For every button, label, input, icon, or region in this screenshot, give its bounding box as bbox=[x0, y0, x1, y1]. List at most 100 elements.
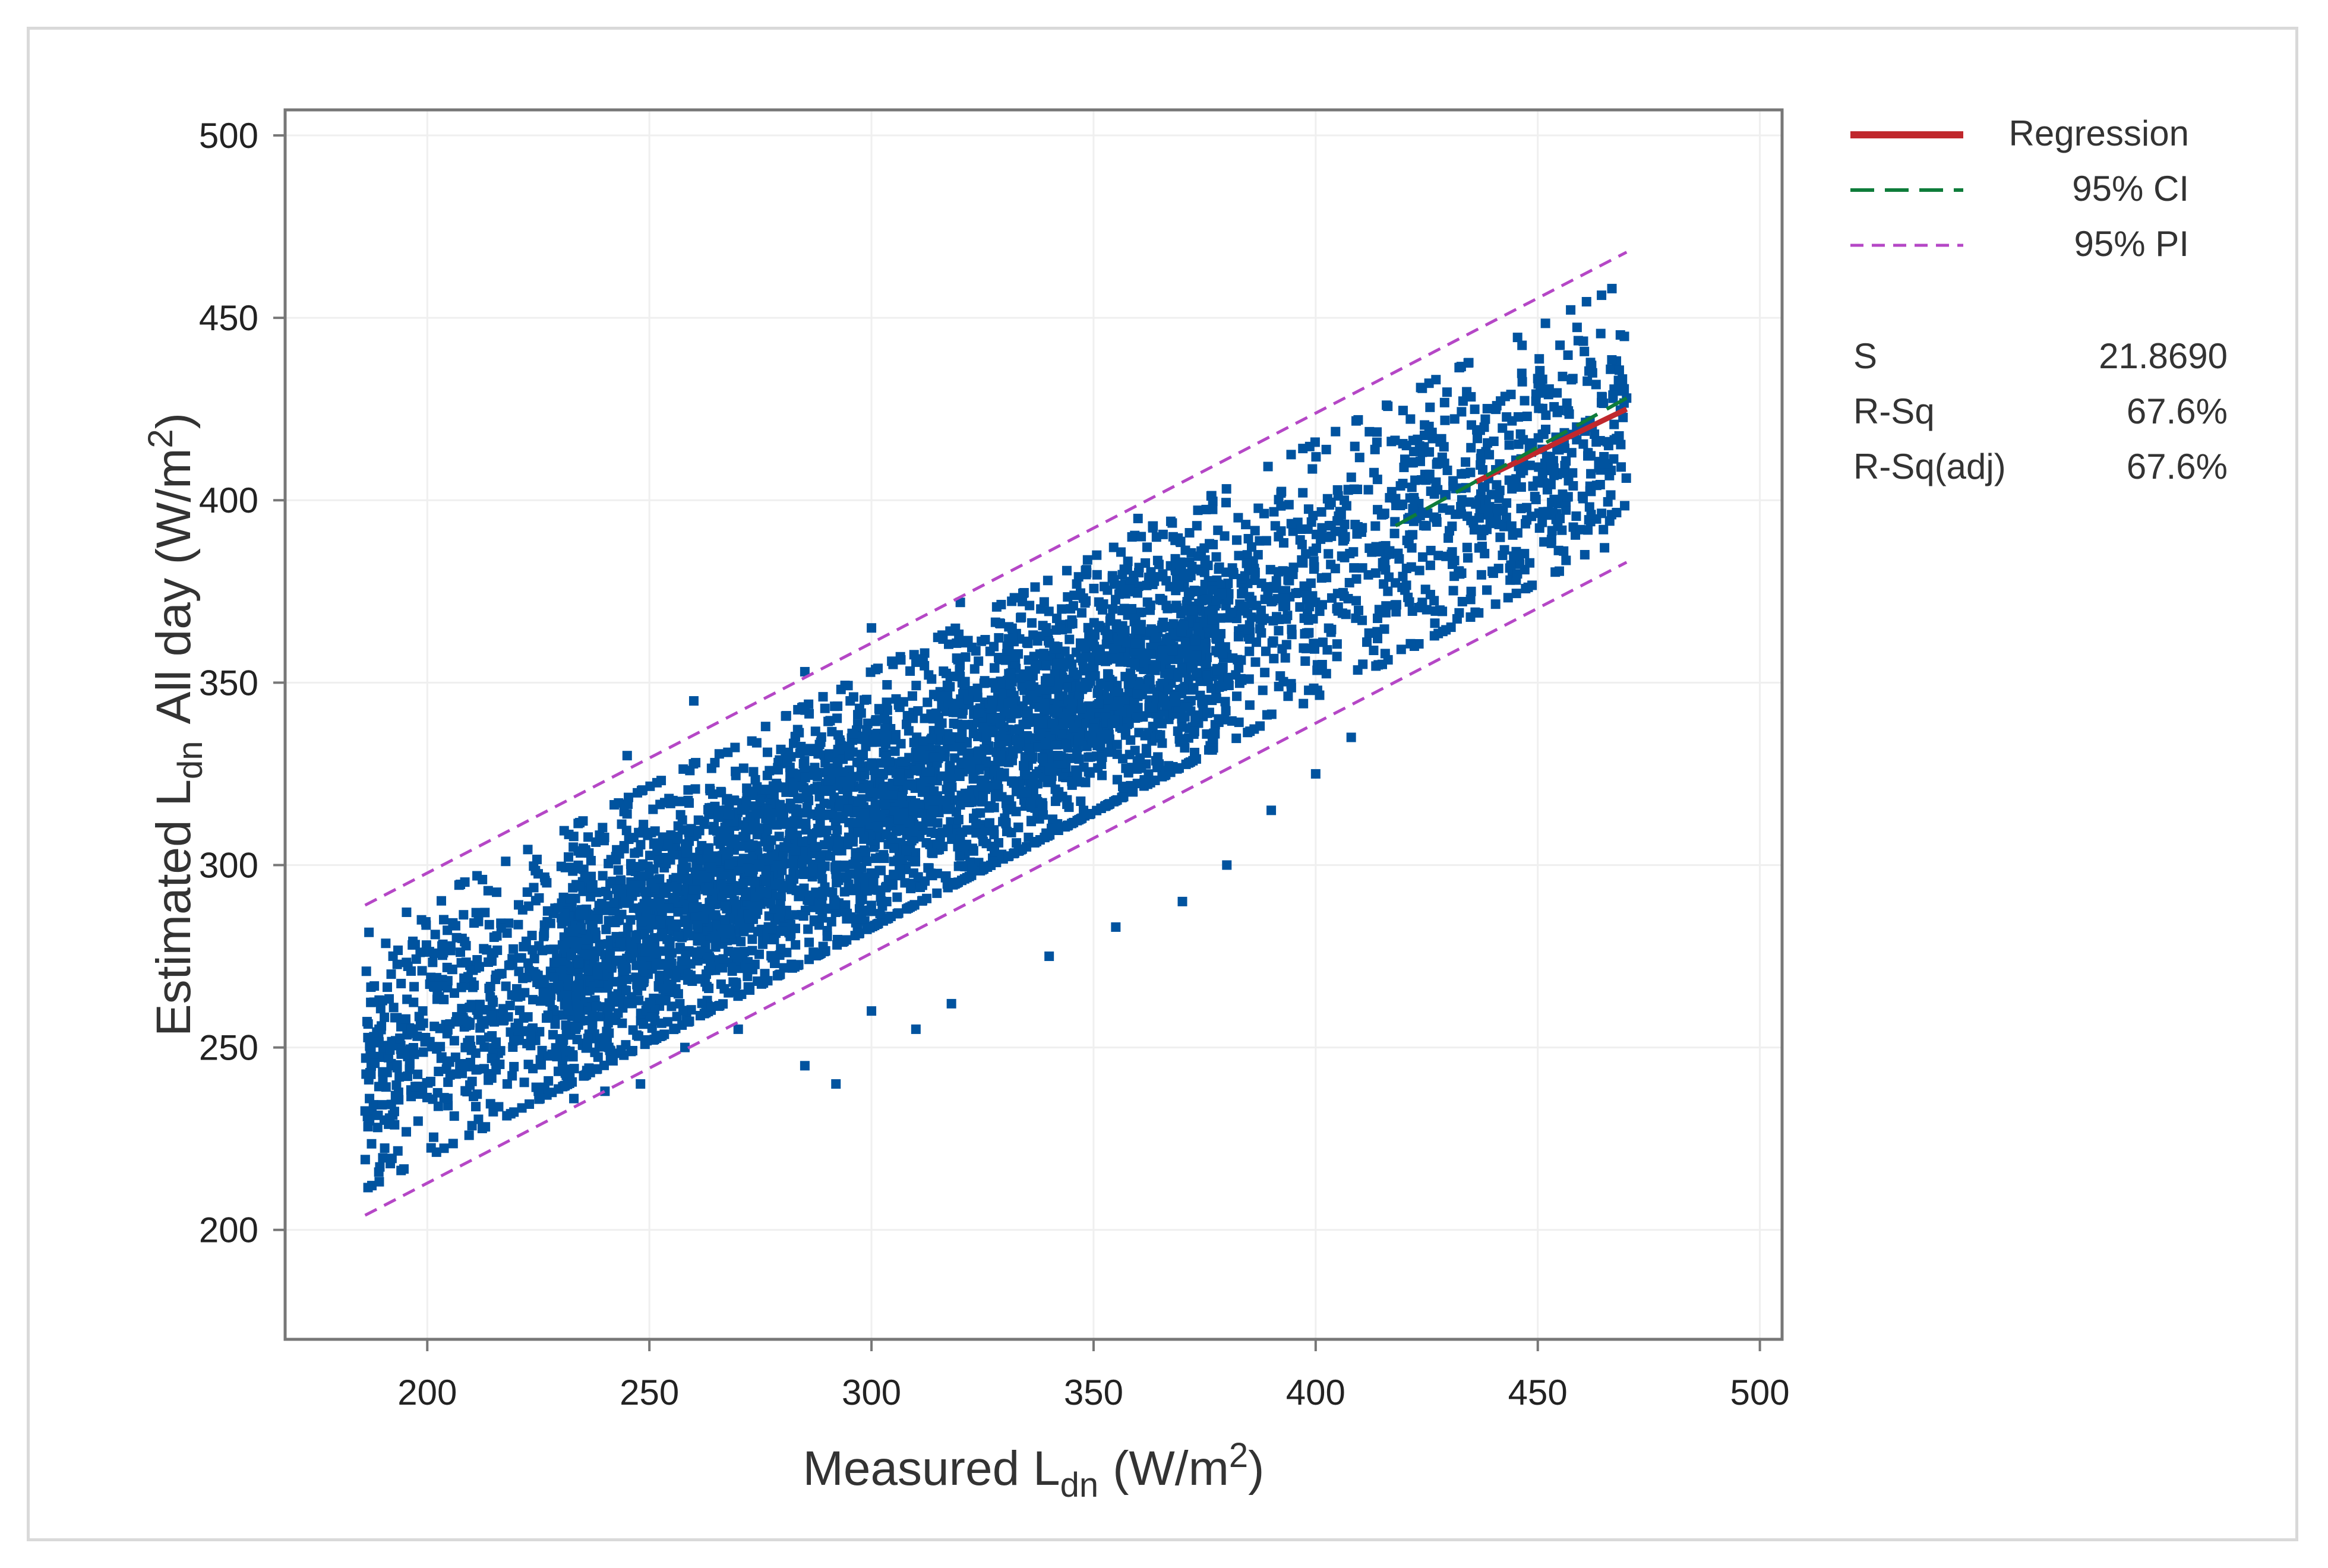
data-point bbox=[955, 851, 965, 861]
data-point bbox=[813, 823, 823, 833]
data-point bbox=[1433, 551, 1443, 561]
data-point bbox=[1443, 533, 1454, 543]
data-point bbox=[1022, 788, 1032, 798]
data-point bbox=[1439, 397, 1449, 407]
data-point bbox=[813, 772, 823, 782]
data-point bbox=[1607, 283, 1617, 293]
data-point bbox=[1164, 761, 1174, 771]
data-point bbox=[616, 1045, 626, 1055]
data-point bbox=[1531, 494, 1541, 504]
data-point bbox=[820, 786, 830, 796]
data-point bbox=[484, 957, 494, 967]
data-point bbox=[661, 995, 671, 1006]
data-point bbox=[1057, 791, 1067, 801]
data-point bbox=[1546, 461, 1556, 472]
data-point bbox=[464, 1130, 474, 1140]
data-point bbox=[1561, 505, 1571, 515]
data-point bbox=[1614, 431, 1624, 441]
data-point bbox=[1263, 461, 1273, 472]
data-point bbox=[1357, 615, 1367, 625]
data-point bbox=[1432, 517, 1442, 527]
data-point bbox=[1032, 636, 1043, 646]
data-point bbox=[443, 1093, 453, 1104]
data-point bbox=[842, 872, 852, 883]
data-point bbox=[802, 802, 812, 813]
data-point bbox=[824, 753, 834, 763]
data-point bbox=[1303, 615, 1313, 625]
data-point bbox=[973, 708, 983, 718]
data-point bbox=[990, 792, 1000, 802]
data-point bbox=[762, 770, 772, 780]
data-point bbox=[1374, 605, 1384, 615]
data-point bbox=[874, 704, 884, 714]
data-point bbox=[1507, 416, 1517, 426]
data-point bbox=[1309, 556, 1319, 566]
data-point bbox=[413, 1069, 423, 1079]
data-point bbox=[391, 1080, 402, 1090]
data-point bbox=[916, 780, 926, 791]
data-point bbox=[409, 997, 419, 1007]
data-point bbox=[1151, 661, 1161, 671]
data-point bbox=[536, 1060, 547, 1070]
data-point bbox=[647, 1012, 657, 1022]
data-point bbox=[1071, 647, 1081, 657]
data-point bbox=[1112, 774, 1122, 785]
data-point bbox=[1575, 524, 1585, 535]
data-point bbox=[1461, 457, 1471, 467]
data-point bbox=[1448, 586, 1458, 596]
data-point bbox=[782, 756, 792, 766]
data-point bbox=[471, 1102, 481, 1112]
data-point bbox=[467, 1121, 477, 1131]
data-point bbox=[994, 618, 1005, 628]
data-point bbox=[769, 934, 779, 944]
data-point bbox=[882, 731, 892, 741]
data-point bbox=[1331, 426, 1341, 437]
data-point bbox=[1180, 637, 1190, 647]
data-point bbox=[402, 907, 412, 917]
data-point bbox=[443, 1077, 453, 1088]
data-point bbox=[1586, 469, 1596, 479]
data-point bbox=[604, 1042, 614, 1052]
data-point bbox=[1429, 596, 1439, 606]
data-point bbox=[1171, 600, 1182, 611]
data-point bbox=[573, 957, 583, 968]
data-point bbox=[781, 711, 791, 721]
data-point bbox=[1414, 639, 1424, 649]
data-point bbox=[1041, 623, 1051, 633]
data-point bbox=[1092, 550, 1102, 560]
data-point bbox=[434, 1066, 444, 1076]
data-point bbox=[516, 953, 526, 963]
data-point bbox=[1427, 428, 1437, 438]
data-point bbox=[1438, 627, 1448, 637]
data-point bbox=[986, 713, 996, 723]
data-point bbox=[1372, 614, 1382, 624]
data-point bbox=[1286, 450, 1296, 460]
data-point bbox=[1114, 688, 1124, 698]
data-point bbox=[971, 828, 981, 838]
data-point bbox=[1009, 593, 1019, 603]
data-point bbox=[523, 1060, 533, 1070]
data-point bbox=[1547, 498, 1557, 508]
data-point bbox=[890, 806, 900, 816]
data-point bbox=[1494, 493, 1504, 503]
data-point bbox=[591, 1001, 601, 1011]
data-point bbox=[1009, 849, 1019, 859]
data-point bbox=[380, 1143, 390, 1153]
data-point bbox=[1188, 682, 1198, 693]
data-point bbox=[1082, 555, 1092, 565]
data-point bbox=[1025, 600, 1035, 611]
data-point bbox=[800, 763, 810, 773]
data-point bbox=[474, 962, 484, 972]
data-point bbox=[457, 1004, 467, 1014]
data-point bbox=[960, 676, 970, 687]
data-point bbox=[1053, 819, 1063, 829]
data-point bbox=[1503, 593, 1513, 603]
data-point bbox=[439, 1143, 449, 1153]
data-point bbox=[1583, 525, 1593, 535]
data-point bbox=[409, 1049, 419, 1060]
data-point bbox=[928, 690, 939, 700]
data-point bbox=[860, 770, 870, 780]
data-point bbox=[377, 1021, 387, 1031]
data-point bbox=[1151, 532, 1161, 542]
data-point bbox=[634, 862, 644, 872]
